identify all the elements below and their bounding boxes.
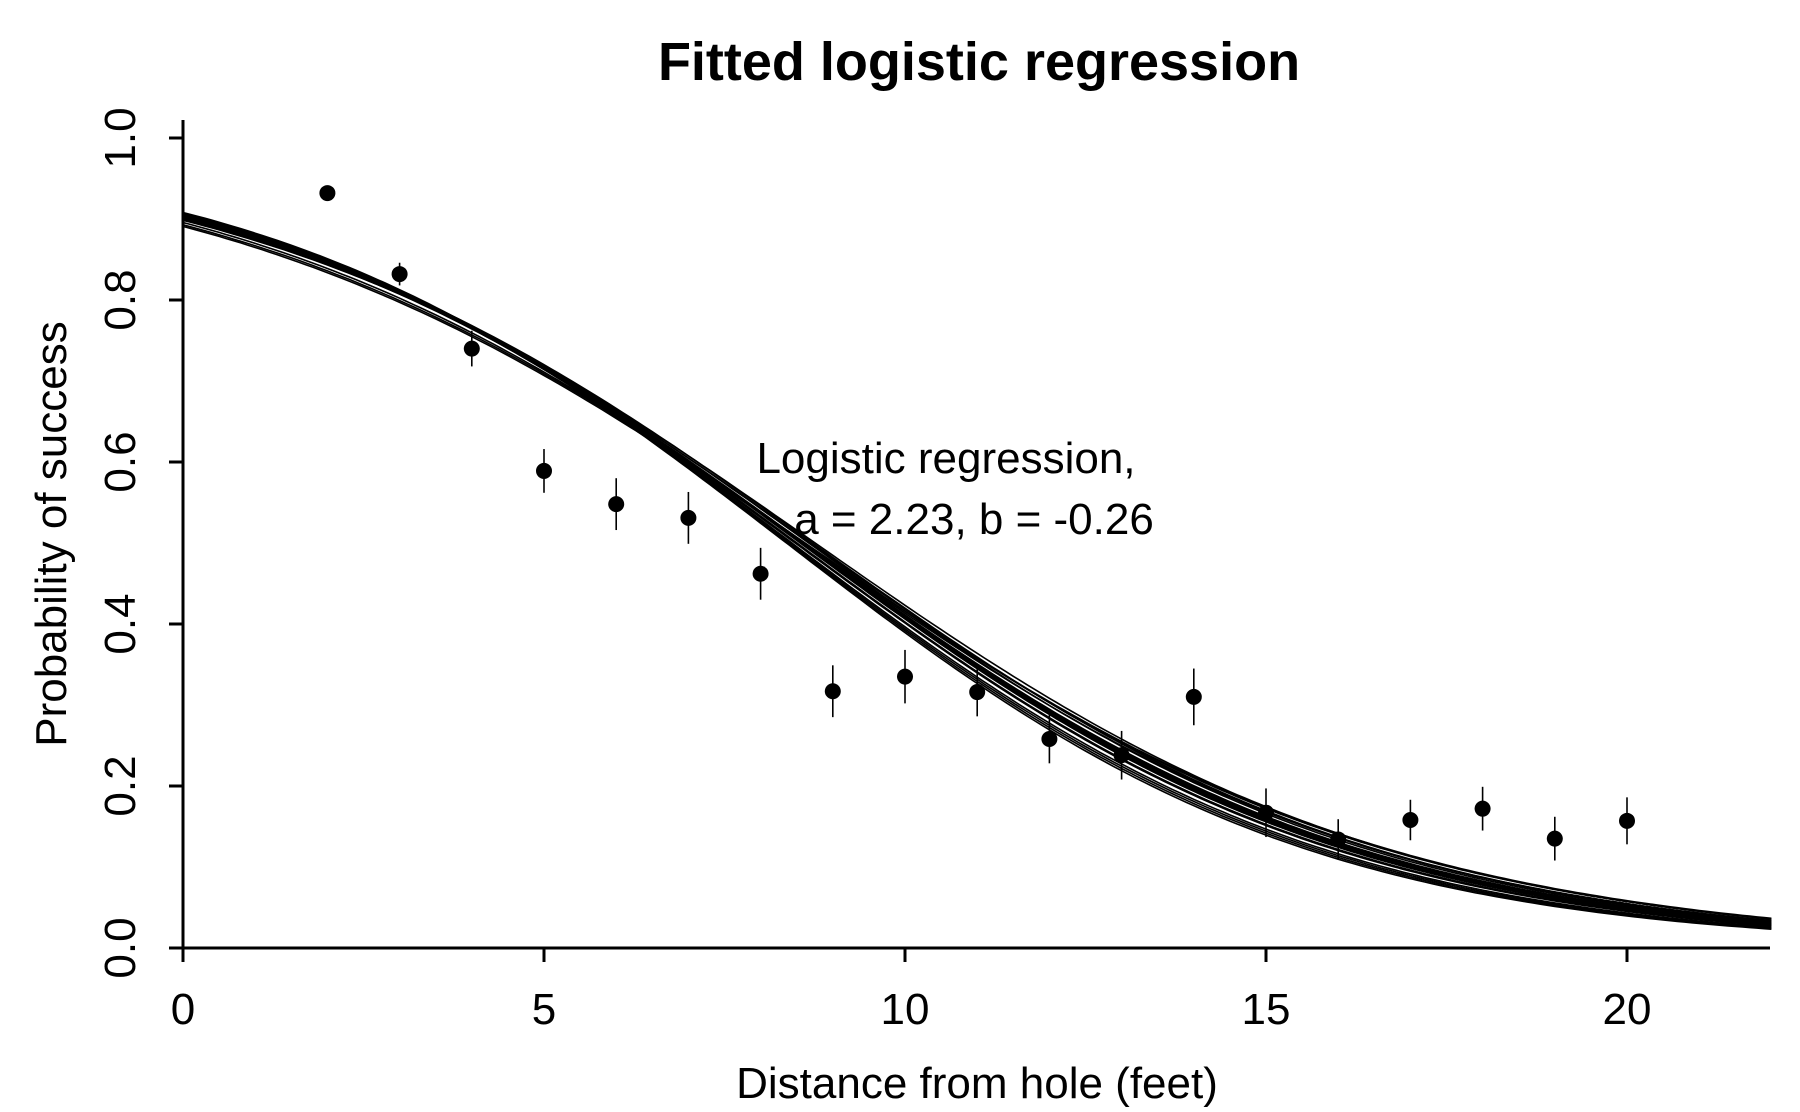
y-tick-label-0.8: 0.8 bbox=[96, 269, 145, 330]
fitted-curve-16 bbox=[182, 224, 1772, 920]
fitted-curve-9 bbox=[182, 213, 1772, 929]
data-point-19 bbox=[1619, 812, 1635, 829]
fitted-curve-2 bbox=[182, 216, 1772, 924]
data-point-17 bbox=[1474, 800, 1491, 817]
data-point-11 bbox=[1041, 731, 1058, 748]
data-point-18 bbox=[1546, 830, 1563, 847]
data-point-9 bbox=[897, 668, 913, 685]
chart-title: Fitted logistic regression bbox=[658, 32, 1300, 92]
fitted-curve-15 bbox=[182, 225, 1772, 920]
fitted-curve-12 bbox=[182, 216, 1772, 925]
x-tick-label-0: 0 bbox=[171, 985, 195, 1034]
y-tick-label-0.6: 0.6 bbox=[96, 431, 145, 492]
fitted-curve-14 bbox=[182, 214, 1772, 927]
y-axis-ticks: 0.0 0.2 0.4 0.6 0.8 1.0 bbox=[96, 107, 183, 979]
data-point-4 bbox=[536, 462, 552, 479]
annotation-line-2: a = 2.23, b = -0.26 bbox=[794, 495, 1154, 544]
data-point-3 bbox=[463, 340, 480, 357]
fitted-curve-4 bbox=[182, 217, 1772, 923]
data-point-10 bbox=[969, 684, 986, 701]
y-tick-label-0.0: 0.0 bbox=[96, 917, 145, 978]
fitted-curve-6 bbox=[182, 218, 1772, 922]
data-point-14 bbox=[1258, 804, 1274, 821]
fitted-curve-7 bbox=[182, 213, 1772, 928]
data-point-13 bbox=[1185, 688, 1202, 705]
data-point-2 bbox=[391, 266, 408, 283]
x-tick-label-5: 5 bbox=[532, 985, 556, 1034]
fitted-curve-17 bbox=[182, 221, 1772, 922]
fitted-curve-18 bbox=[182, 212, 1772, 930]
fitted-curve-20 bbox=[182, 215, 1772, 927]
x-tick-label-15: 15 bbox=[1242, 985, 1291, 1034]
data-point-1 bbox=[319, 185, 336, 202]
fitted-curve-8 bbox=[182, 219, 1772, 920]
fitted-curve-10 bbox=[182, 218, 1772, 924]
fitted-curves bbox=[182, 211, 1772, 930]
y-axis-label: Probability of success bbox=[27, 321, 76, 747]
x-tick-label-10: 10 bbox=[881, 985, 930, 1034]
y-tick-label-0.2: 0.2 bbox=[96, 755, 145, 816]
x-axis-ticks: 0 5 10 15 20 bbox=[171, 948, 1652, 1034]
data-point-16 bbox=[1402, 812, 1419, 829]
data-point-15 bbox=[1330, 831, 1347, 848]
data-point-7 bbox=[752, 565, 769, 582]
data-point-5 bbox=[608, 496, 625, 513]
fitted-curve-5 bbox=[182, 214, 1772, 927]
data-point-8 bbox=[824, 683, 841, 700]
y-tick-label-1.0: 1.0 bbox=[96, 107, 145, 168]
annotation-line-1: Logistic regression, bbox=[756, 434, 1135, 483]
fitted-curve-13 bbox=[182, 216, 1772, 922]
data-point-12 bbox=[1113, 747, 1130, 764]
fitted-curve-1 bbox=[182, 215, 1772, 925]
data-points bbox=[319, 185, 1635, 848]
x-axis-label: Distance from hole (feet) bbox=[736, 1059, 1218, 1108]
fitted-curve-19 bbox=[182, 211, 1772, 930]
y-tick-label-0.4: 0.4 bbox=[96, 593, 145, 654]
fitted-curve-11 bbox=[182, 215, 1772, 926]
model-annotation: Logistic regression, a = 2.23, b = -0.26 bbox=[756, 434, 1153, 544]
fitted-curve-3 bbox=[182, 215, 1772, 926]
error-bars bbox=[398, 262, 1628, 861]
x-tick-label-20: 20 bbox=[1603, 985, 1652, 1034]
data-point-6 bbox=[680, 509, 697, 526]
